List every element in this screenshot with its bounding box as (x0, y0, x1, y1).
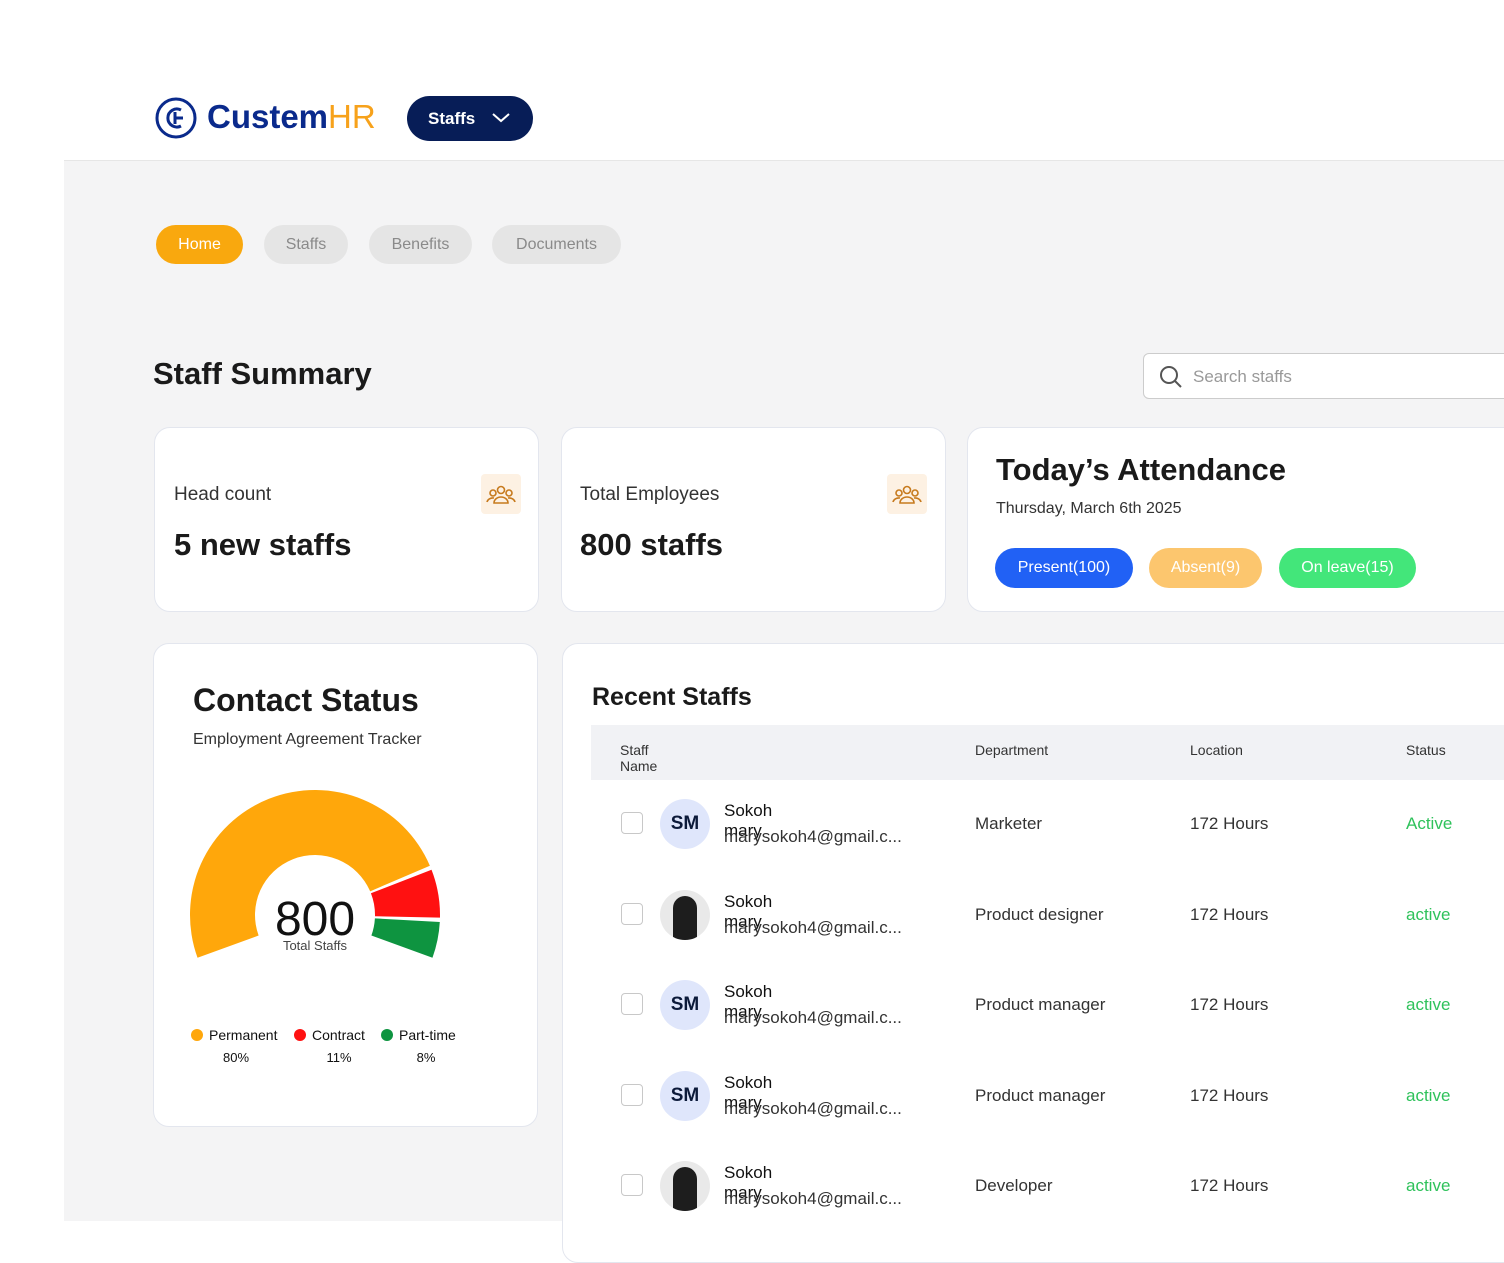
card-title: Today’s Attendance (996, 452, 1286, 487)
menu-dropdown[interactable]: Staffs (407, 96, 533, 141)
attendance-badge[interactable]: On leave(15) (1279, 548, 1416, 588)
legend-dot (191, 1029, 203, 1041)
legend-dot (381, 1029, 393, 1041)
card-value: 800 staffs (580, 527, 724, 562)
menu-label: Staffs (428, 109, 476, 128)
card-subtitle: Employment Agreement Tracker (193, 731, 422, 748)
chevron (492, 113, 510, 123)
gauge-total-label: Total Staffs (283, 938, 348, 953)
gauge-total: 800 (275, 893, 355, 946)
staff-name: Sokoh mary (724, 982, 773, 1021)
row-checkbox[interactable] (621, 902, 643, 925)
search-placeholder: Search staffs (1193, 367, 1292, 386)
staff-email: marysokoh4@gmail.c... (724, 827, 902, 846)
row-checkbox[interactable] (621, 1083, 643, 1106)
avatar-figure (673, 1167, 697, 1211)
legend-name: Part-time (399, 1027, 456, 1043)
card-date: Thursday, March 6th 2025 (996, 500, 1182, 517)
tab[interactable]: Benefits (369, 225, 472, 264)
avatar-initials: SM (660, 1070, 710, 1121)
recent-card: Recent Staffs (562, 643, 1504, 1263)
brand-accent: HR (328, 98, 376, 135)
column-header: Status (1406, 742, 1446, 758)
gauge-segment (371, 918, 440, 958)
attendance-badge[interactable]: Absent(9) (1149, 548, 1262, 588)
staff-name: Sokoh mary (724, 1163, 773, 1202)
column-header: Location (1190, 742, 1243, 758)
staff-email: marysokoh4@gmail.c... (724, 1189, 902, 1208)
search-box[interactable]: Search staffs (1143, 353, 1504, 399)
location: 172 Hours (1190, 1176, 1269, 1195)
avatar-initials: SM (660, 980, 710, 1030)
location: 172 Hours (1190, 904, 1269, 924)
people-icon (481, 474, 521, 514)
card-value: 5 new staffs (174, 527, 352, 562)
brand-name: Custem (207, 98, 329, 135)
card-label: Total Employees (580, 484, 720, 505)
staff-email: marysokoh4@gmail.c... (724, 917, 902, 937)
status: Active (1406, 814, 1453, 833)
staff-name: Sokoh mary (724, 1072, 773, 1112)
tab[interactable]: Home (156, 225, 243, 264)
gauge-segment (370, 869, 440, 918)
table-header (591, 725, 1504, 780)
staff-email: marysokoh4@gmail.c... (724, 1098, 902, 1118)
body: CustemHR Staffs Home Staffs Benefits Doc… (64, 96, 1504, 1263)
card-title: Contact Status (193, 682, 419, 718)
tab[interactable]: Documents (492, 225, 621, 264)
location: 172 Hours (1190, 995, 1269, 1014)
search-icon (1160, 366, 1182, 388)
page: CustemHR {"header": {"brand": "Custem", … (64, 96, 1504, 1263)
status: active (1406, 904, 1451, 924)
attendance-badge[interactable]: Present(100) (995, 548, 1133, 588)
department: Developer (975, 1176, 1053, 1195)
brand: CustemHR (207, 98, 376, 136)
stat-card: Head count 5 new staffs (154, 427, 539, 612)
department: Product manager (975, 1085, 1106, 1105)
status: active (1406, 995, 1451, 1014)
tab[interactable]: Staffs (264, 225, 348, 264)
location: 172 Hours (1190, 1085, 1269, 1105)
column-header: Staff Name (620, 742, 658, 774)
section-title: Staff Summary (153, 356, 372, 391)
department: Marketer (975, 814, 1043, 833)
status: active (1406, 1085, 1451, 1105)
legend-name: Permanent (209, 1027, 278, 1043)
card-title: Recent Staffs (592, 683, 752, 711)
logo-icon (155, 97, 197, 139)
row-checkbox[interactable] (621, 812, 643, 834)
avatar-initials: SM (660, 799, 710, 849)
staff-name: Sokoh mary (724, 801, 773, 840)
legend-value: 8% (417, 1050, 436, 1065)
location: 172 Hours (1190, 814, 1269, 833)
status: active (1406, 1176, 1451, 1195)
avatar-figure (673, 895, 697, 940)
department: Product manager (975, 995, 1106, 1014)
department: Product designer (975, 904, 1104, 924)
staff-name: Sokoh mary (724, 891, 773, 931)
legend-value: 80% (223, 1050, 249, 1065)
gauge-segment (189, 789, 430, 958)
contract-card: Contact Status Employment Agreement Trac… (153, 643, 538, 1127)
stat-card: Total Employees 800 staffs (561, 427, 946, 612)
legend-value: 11% (326, 1050, 351, 1065)
row-checkbox[interactable] (621, 1174, 643, 1196)
legend-name: Contract (312, 1027, 365, 1043)
staff-email: marysokoh4@gmail.c... (724, 1008, 902, 1027)
avatar-photo (660, 889, 710, 940)
column-header: Department (975, 742, 1049, 758)
avatar-photo (660, 1161, 710, 1211)
card-label: Head count (174, 484, 272, 505)
legend-dot (294, 1029, 306, 1041)
people-icon (887, 474, 927, 514)
row-checkbox[interactable] (621, 993, 643, 1015)
